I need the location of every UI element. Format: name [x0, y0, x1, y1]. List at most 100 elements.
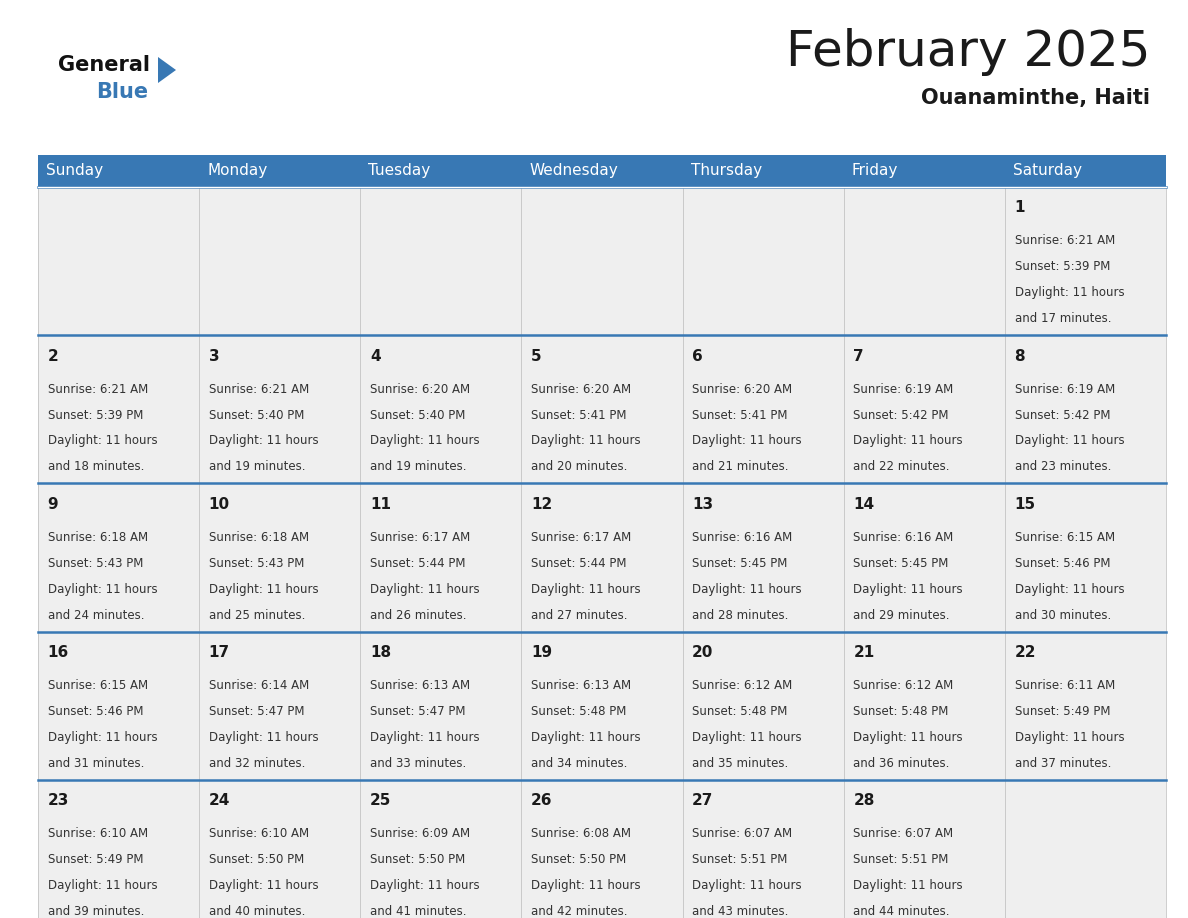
Bar	[38, 155, 1165, 187]
Text: Sunrise: 6:16 AM: Sunrise: 6:16 AM	[853, 531, 954, 543]
Text: Sunset: 5:46 PM: Sunset: 5:46 PM	[1015, 556, 1110, 570]
Text: Sunset: 5:45 PM: Sunset: 5:45 PM	[693, 556, 788, 570]
Text: Sunrise: 6:18 AM: Sunrise: 6:18 AM	[48, 531, 147, 543]
Text: and 19 minutes.: and 19 minutes.	[369, 461, 467, 474]
Text: and 26 minutes.: and 26 minutes.	[369, 609, 467, 621]
Text: Daylight: 11 hours: Daylight: 11 hours	[531, 731, 640, 744]
Text: Sunset: 5:40 PM: Sunset: 5:40 PM	[369, 409, 466, 421]
Text: 28: 28	[853, 793, 874, 808]
Text: Daylight: 11 hours: Daylight: 11 hours	[1015, 731, 1124, 744]
Bar	[522, 632, 683, 779]
Text: and 29 minutes.: and 29 minutes.	[853, 609, 950, 621]
Bar	[843, 779, 1005, 918]
Text: 11: 11	[369, 497, 391, 511]
Text: Sunrise: 6:18 AM: Sunrise: 6:18 AM	[209, 531, 309, 543]
Text: 19: 19	[531, 645, 552, 660]
Text: Sunrise: 6:20 AM: Sunrise: 6:20 AM	[531, 383, 631, 396]
Bar	[1005, 484, 1165, 632]
Text: and 40 minutes.: and 40 minutes.	[209, 905, 305, 918]
Bar	[843, 187, 1005, 335]
Bar	[522, 335, 683, 484]
Text: and 28 minutes.: and 28 minutes.	[693, 609, 789, 621]
Bar	[843, 632, 1005, 779]
Text: 16: 16	[48, 645, 69, 660]
Text: and 20 minutes.: and 20 minutes.	[531, 461, 627, 474]
Text: and 21 minutes.: and 21 minutes.	[693, 461, 789, 474]
Text: Sunrise: 6:16 AM: Sunrise: 6:16 AM	[693, 531, 792, 543]
Text: and 22 minutes.: and 22 minutes.	[853, 461, 950, 474]
Text: Sunrise: 6:07 AM: Sunrise: 6:07 AM	[693, 827, 792, 840]
Text: 4: 4	[369, 349, 380, 364]
Text: and 34 minutes.: and 34 minutes.	[531, 756, 627, 770]
Text: 13: 13	[693, 497, 713, 511]
Bar	[200, 187, 360, 335]
Text: Daylight: 11 hours: Daylight: 11 hours	[48, 434, 157, 447]
Text: Sunset: 5:46 PM: Sunset: 5:46 PM	[48, 705, 144, 718]
Text: 27: 27	[693, 793, 714, 808]
Text: 3: 3	[209, 349, 220, 364]
Text: Sunrise: 6:20 AM: Sunrise: 6:20 AM	[693, 383, 792, 396]
Text: Sunrise: 6:19 AM: Sunrise: 6:19 AM	[853, 383, 954, 396]
Text: Sunset: 5:49 PM: Sunset: 5:49 PM	[1015, 705, 1110, 718]
Text: Sunset: 5:48 PM: Sunset: 5:48 PM	[693, 705, 788, 718]
Text: 21: 21	[853, 645, 874, 660]
Text: Daylight: 11 hours: Daylight: 11 hours	[693, 434, 802, 447]
Text: Wednesday: Wednesday	[530, 163, 618, 178]
Bar	[683, 187, 843, 335]
Bar	[38, 187, 200, 335]
Bar	[38, 484, 200, 632]
Bar	[843, 484, 1005, 632]
Text: Thursday: Thursday	[690, 163, 762, 178]
Text: Sunset: 5:47 PM: Sunset: 5:47 PM	[209, 705, 304, 718]
Text: and 18 minutes.: and 18 minutes.	[48, 461, 144, 474]
Text: Daylight: 11 hours: Daylight: 11 hours	[209, 731, 318, 744]
Text: Sunrise: 6:13 AM: Sunrise: 6:13 AM	[369, 679, 470, 692]
Text: Daylight: 11 hours: Daylight: 11 hours	[369, 434, 480, 447]
Text: Sunrise: 6:10 AM: Sunrise: 6:10 AM	[209, 827, 309, 840]
Text: Sunset: 5:39 PM: Sunset: 5:39 PM	[48, 409, 143, 421]
Text: 26: 26	[531, 793, 552, 808]
Text: and 32 minutes.: and 32 minutes.	[209, 756, 305, 770]
Bar	[360, 779, 522, 918]
Text: February 2025: February 2025	[785, 28, 1150, 76]
Text: and 43 minutes.: and 43 minutes.	[693, 905, 789, 918]
Bar	[683, 779, 843, 918]
Text: Friday: Friday	[852, 163, 898, 178]
Bar	[683, 484, 843, 632]
Text: Sunrise: 6:12 AM: Sunrise: 6:12 AM	[853, 679, 954, 692]
Text: Sunset: 5:42 PM: Sunset: 5:42 PM	[1015, 409, 1110, 421]
Text: Sunrise: 6:21 AM: Sunrise: 6:21 AM	[209, 383, 309, 396]
Text: Daylight: 11 hours: Daylight: 11 hours	[531, 434, 640, 447]
Text: General: General	[58, 55, 150, 75]
Bar	[200, 632, 360, 779]
Text: Sunrise: 6:20 AM: Sunrise: 6:20 AM	[369, 383, 470, 396]
Bar	[360, 484, 522, 632]
Text: Sunrise: 6:12 AM: Sunrise: 6:12 AM	[693, 679, 792, 692]
Text: Daylight: 11 hours: Daylight: 11 hours	[531, 583, 640, 596]
Text: Sunrise: 6:09 AM: Sunrise: 6:09 AM	[369, 827, 470, 840]
Bar	[360, 632, 522, 779]
Bar	[522, 187, 683, 335]
Text: 18: 18	[369, 645, 391, 660]
Text: Sunset: 5:50 PM: Sunset: 5:50 PM	[209, 853, 304, 867]
Text: Daylight: 11 hours: Daylight: 11 hours	[209, 434, 318, 447]
Text: Sunrise: 6:17 AM: Sunrise: 6:17 AM	[531, 531, 631, 543]
Text: Daylight: 11 hours: Daylight: 11 hours	[369, 583, 480, 596]
Text: 15: 15	[1015, 497, 1036, 511]
Text: Sunrise: 6:15 AM: Sunrise: 6:15 AM	[48, 679, 147, 692]
Text: and 19 minutes.: and 19 minutes.	[209, 461, 305, 474]
Text: and 41 minutes.: and 41 minutes.	[369, 905, 467, 918]
Text: Sunset: 5:41 PM: Sunset: 5:41 PM	[693, 409, 788, 421]
Bar	[843, 335, 1005, 484]
Text: 5: 5	[531, 349, 542, 364]
Polygon shape	[158, 57, 176, 83]
Text: 2: 2	[48, 349, 58, 364]
Bar	[522, 484, 683, 632]
Text: Daylight: 11 hours: Daylight: 11 hours	[693, 879, 802, 892]
Text: Sunrise: 6:13 AM: Sunrise: 6:13 AM	[531, 679, 631, 692]
Text: Sunrise: 6:10 AM: Sunrise: 6:10 AM	[48, 827, 147, 840]
Text: Sunset: 5:45 PM: Sunset: 5:45 PM	[853, 556, 949, 570]
Bar	[360, 335, 522, 484]
Text: Daylight: 11 hours: Daylight: 11 hours	[1015, 583, 1124, 596]
Text: Blue: Blue	[96, 82, 148, 102]
